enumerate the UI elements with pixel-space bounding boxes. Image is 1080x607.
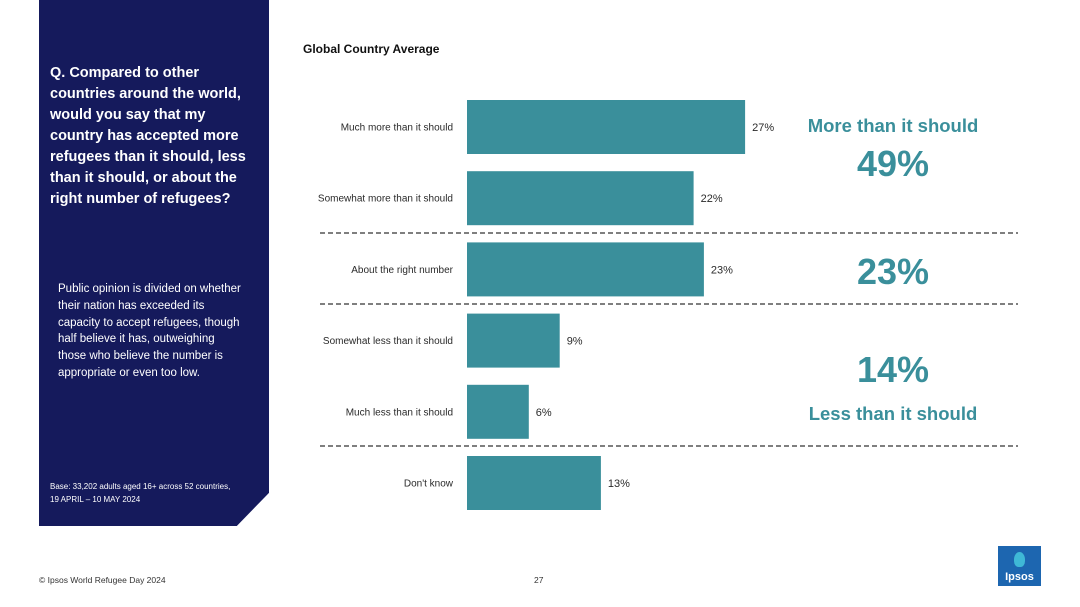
group-percent-right: 23% [856, 251, 930, 292]
category-label: Somewhat more than it should [318, 194, 453, 205]
bar [467, 456, 601, 510]
question-panel [39, 0, 269, 526]
logo-text: Ipsos [1005, 571, 1034, 583]
value-label: 13% [608, 478, 630, 490]
logo-mark-icon [1014, 552, 1025, 567]
value-label: 9% [567, 336, 583, 348]
group-percent-more: 49% [856, 143, 930, 184]
category-label: Much more than it should [341, 123, 453, 134]
page-number: 27 [534, 575, 544, 585]
value-label: 22% [701, 193, 723, 205]
value-label: 23% [711, 264, 733, 276]
group-percent-less: 14% [856, 349, 930, 390]
category-label: About the right number [351, 265, 453, 276]
value-label: 6% [536, 407, 552, 419]
bar [467, 100, 746, 154]
bar [467, 171, 694, 226]
summary-text: Public opinion is divided on whether the… [58, 283, 241, 379]
group-label-more: More than it should [807, 115, 979, 136]
bar [467, 242, 704, 297]
category-label: Somewhat less than it should [323, 336, 453, 347]
category-label: Much less than it should [346, 407, 453, 418]
base-note: Base: 33,202 adults aged 16+ across 52 c… [50, 482, 231, 504]
group-label-less: Less than it should [808, 403, 978, 424]
bar [467, 313, 560, 368]
value-label: 27% [752, 122, 774, 134]
footer-source: © Ipsos World Refugee Day 2024 [39, 575, 166, 585]
chart-title: Global Country Average [303, 42, 440, 56]
category-label: Don't know [404, 479, 454, 490]
ipsos-logo: Ipsos [998, 546, 1041, 586]
question-text: Q. Compared to other countries around th… [50, 65, 246, 207]
bar [467, 384, 529, 439]
